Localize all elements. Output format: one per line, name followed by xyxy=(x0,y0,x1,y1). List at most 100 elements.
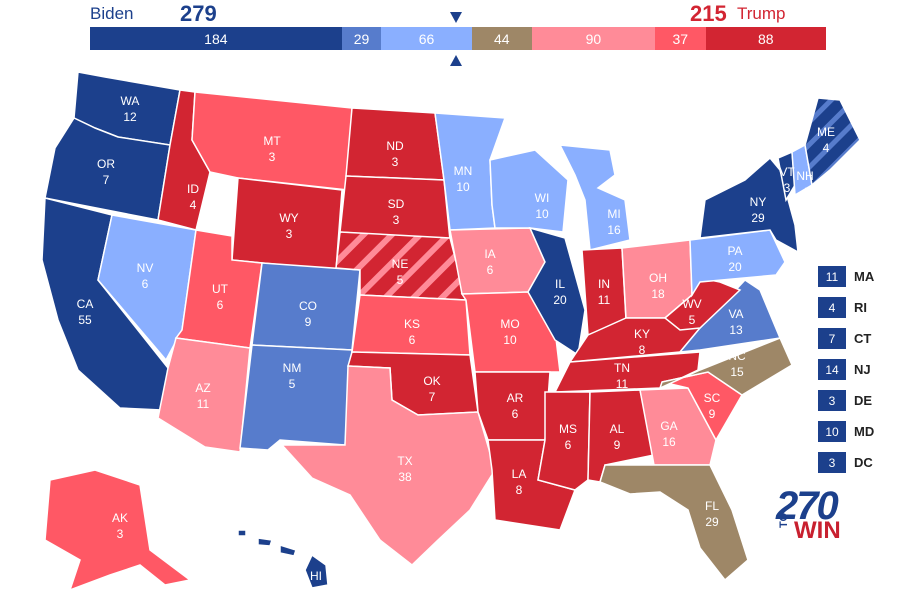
state-ga[interactable] xyxy=(639,387,717,466)
small-state-dc[interactable]: 3 DC xyxy=(818,452,898,474)
state-abbr-nm: NM xyxy=(283,361,302,375)
trump-total: 215 xyxy=(690,1,727,26)
small-state-ev-box: 4 xyxy=(818,297,846,318)
small-state-ma[interactable]: 11 MA xyxy=(818,266,898,288)
logo-number: 270 xyxy=(776,484,839,528)
state-ev-ut: 6 xyxy=(217,298,224,312)
small-state-ev-box: 3 xyxy=(818,390,846,411)
state-abbr-nh: NH xyxy=(796,169,813,183)
state-hi[interactable] xyxy=(237,529,329,589)
state-mi[interactable] xyxy=(558,144,631,251)
state-abbr-wi: WI xyxy=(535,191,550,205)
state-ev-co: 9 xyxy=(305,315,312,329)
state-nc[interactable] xyxy=(658,337,793,396)
state-abbr-oh: OH xyxy=(649,271,667,285)
bar-segment-44: 44 xyxy=(471,27,532,50)
bar-segment-37: 37 xyxy=(654,27,706,50)
state-abbr-wv: WV xyxy=(682,297,701,311)
state-ev-or: 7 xyxy=(103,173,110,187)
270towin-logo: 270 TO WIN xyxy=(776,484,856,544)
state-abbr-ms: MS xyxy=(559,422,577,436)
state-abbr-in: IN xyxy=(598,277,610,291)
small-state-md[interactable]: 10 MD xyxy=(818,421,898,443)
small-state-ri[interactable]: 4 RI xyxy=(818,297,898,319)
state-ev-hi: 4 xyxy=(313,585,320,599)
small-state-ev-box: 10 xyxy=(818,421,846,442)
state-ev-al: 9 xyxy=(614,438,621,452)
state-ev-in: 11 xyxy=(598,293,611,307)
biden-name: Biden xyxy=(90,4,134,23)
state-ev-mo: 10 xyxy=(503,333,517,347)
bar-segment-66: 66 xyxy=(381,27,472,50)
state-ev-ne: 5 xyxy=(397,273,404,287)
state-ev-la: 8 xyxy=(516,483,523,497)
state-ev-ca: 55 xyxy=(78,313,92,327)
majority-marker-bottom-icon xyxy=(450,55,462,66)
state-abbr-nv: NV xyxy=(137,261,154,275)
small-state-ev-box: 7 xyxy=(818,328,846,349)
state-fl[interactable] xyxy=(599,464,749,582)
small-state-nj[interactable]: 14 NJ xyxy=(818,359,898,381)
state-ev-wi: 10 xyxy=(535,207,549,221)
state-abbr-nd: ND xyxy=(386,139,404,153)
state-ev-ms: 6 xyxy=(565,438,572,452)
state-ev-ny: 29 xyxy=(751,211,765,225)
state-abbr-or: OR xyxy=(97,157,115,171)
state-abbr-wy: WY xyxy=(279,211,298,225)
state-ak[interactable] xyxy=(44,469,192,592)
state-ev-id: 4 xyxy=(190,198,197,212)
logo-to: TO xyxy=(778,512,790,528)
state-abbr-ar: AR xyxy=(507,391,524,405)
state-abbr-mn: MN xyxy=(454,164,473,178)
state-abbr-ne: NE xyxy=(392,257,409,271)
state-abbr-ia: IA xyxy=(484,247,495,261)
state-il[interactable] xyxy=(527,226,586,357)
state-abbr-va: VA xyxy=(728,307,743,321)
bar-segment-90: 90 xyxy=(531,27,655,50)
state-abbr-wa: WA xyxy=(121,94,140,108)
small-state-abbr: CT xyxy=(854,331,872,346)
state-ev-sc: 9 xyxy=(709,407,716,421)
state-ev-nv: 6 xyxy=(142,277,149,291)
state-ev-mn: 10 xyxy=(456,180,470,194)
state-ev-sd: 3 xyxy=(393,213,400,227)
state-ev-ar: 6 xyxy=(512,407,519,421)
state-ev-az: 11 xyxy=(197,397,210,411)
state-abbr-hi: HI xyxy=(310,569,322,583)
state-ar[interactable] xyxy=(474,371,551,441)
state-abbr-co: CO xyxy=(299,299,317,313)
state-ev-pa: 20 xyxy=(728,260,742,274)
state-ev-me: 4 xyxy=(823,141,830,155)
state-abbr-al: AL xyxy=(610,422,625,436)
biden-total: 279 xyxy=(180,1,217,26)
state-wi[interactable] xyxy=(489,149,569,233)
bar-segment-88: 88 xyxy=(705,27,826,50)
bar-segment-29: 29 xyxy=(341,27,382,50)
state-ev-il: 20 xyxy=(553,293,567,307)
small-state-abbr: MA xyxy=(854,269,875,284)
state-ut[interactable] xyxy=(174,229,263,349)
state-me[interactable] xyxy=(804,97,861,187)
state-abbr-la: LA xyxy=(512,467,527,481)
small-state-de[interactable]: 3 DE xyxy=(818,390,898,412)
state-ev-ga: 16 xyxy=(662,435,676,449)
state-tx[interactable] xyxy=(280,365,496,566)
small-state-ct[interactable]: 7 CT xyxy=(818,328,898,350)
state-abbr-ga: GA xyxy=(660,419,677,433)
state-ev-ak: 3 xyxy=(117,527,124,541)
electoral-vote-bar: 184 29 66 44 90 37 88 xyxy=(90,27,826,50)
state-ia[interactable] xyxy=(449,227,546,295)
state-abbr-nc: NC xyxy=(728,349,746,363)
state-ev-nd: 3 xyxy=(392,155,399,169)
state-abbr-ut: UT xyxy=(212,282,229,296)
state-ev-wy: 3 xyxy=(286,227,293,241)
state-abbr-mt: MT xyxy=(263,134,281,148)
logo-win: WIN xyxy=(794,517,841,544)
state-ev-ky: 8 xyxy=(639,343,646,357)
state-ev-nc: 15 xyxy=(730,365,744,379)
state-ev-mt: 3 xyxy=(269,150,276,164)
state-az[interactable] xyxy=(157,337,251,453)
state-abbr-id: ID xyxy=(187,182,199,196)
state-abbr-pa: PA xyxy=(727,244,742,258)
